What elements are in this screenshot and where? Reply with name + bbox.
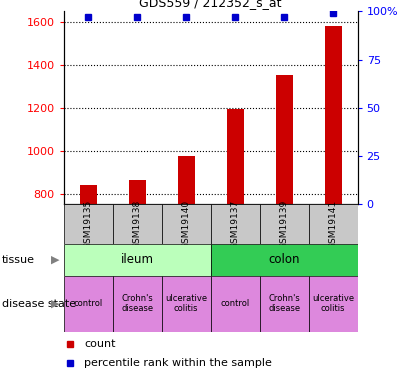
Text: count: count [84, 339, 116, 349]
Text: Crohn's
disease: Crohn's disease [121, 294, 153, 314]
Title: GDS559 / 212352_s_at: GDS559 / 212352_s_at [139, 0, 282, 9]
Text: control: control [74, 299, 103, 308]
Bar [260, 276, 309, 332]
Bar [309, 276, 358, 332]
Bar [113, 204, 162, 244]
Text: GSM19138: GSM19138 [133, 200, 142, 249]
Text: ileum: ileum [121, 253, 154, 266]
Bar [162, 204, 211, 244]
Bar [178, 156, 195, 204]
Text: GSM19137: GSM19137 [231, 200, 240, 249]
Bar [211, 276, 260, 332]
Text: ulcerative
colitis: ulcerative colitis [312, 294, 354, 314]
Bar [275, 75, 293, 204]
Text: GSM19140: GSM19140 [182, 200, 191, 249]
Text: colon: colon [268, 253, 300, 266]
Text: Crohn's
disease: Crohn's disease [268, 294, 300, 314]
Bar [113, 276, 162, 332]
Bar [64, 276, 113, 332]
Text: ulcerative
colitis: ulcerative colitis [165, 294, 207, 314]
Text: GSM19139: GSM19139 [279, 200, 289, 249]
Bar [162, 276, 211, 332]
Bar [309, 204, 358, 244]
Bar [129, 180, 146, 204]
Bar [226, 109, 244, 204]
Bar [211, 204, 260, 244]
Text: disease state: disease state [2, 299, 76, 309]
Text: GSM19135: GSM19135 [84, 200, 93, 249]
Text: percentile rank within the sample: percentile rank within the sample [84, 358, 272, 368]
Text: control: control [220, 299, 250, 308]
Bar [64, 244, 210, 276]
Bar [325, 26, 342, 204]
Text: ▶: ▶ [51, 255, 60, 265]
Text: GSM19141: GSM19141 [328, 200, 337, 249]
Bar [64, 204, 113, 244]
Bar [80, 185, 97, 204]
Text: tissue: tissue [2, 255, 35, 265]
Bar [211, 244, 358, 276]
Text: ▶: ▶ [51, 299, 60, 309]
Bar [260, 204, 309, 244]
